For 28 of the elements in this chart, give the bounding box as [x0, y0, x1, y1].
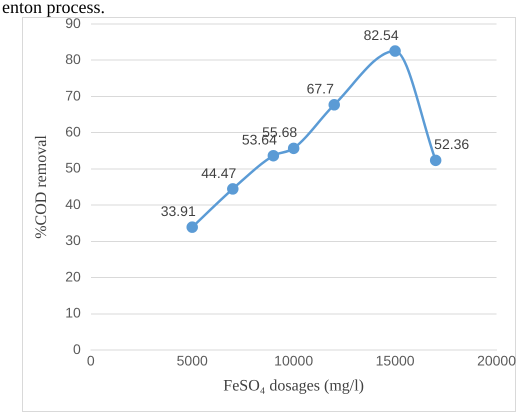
data-label: 67.7: [306, 80, 334, 97]
y-tick-label: 30: [65, 232, 81, 248]
x-tick-label: 5000: [176, 352, 208, 368]
x-axis-title: FeSO₄ dosages (mg/l): [223, 378, 364, 395]
data-label: 82.54: [364, 26, 399, 43]
y-tick-label: 10: [65, 304, 81, 321]
point: [389, 45, 401, 57]
data-label: 33.91: [160, 203, 196, 220]
y-tick-label: 80: [65, 51, 81, 68]
point: [186, 221, 198, 233]
y-tick-label: 20: [65, 268, 81, 284]
y-tick-label: 0: [72, 340, 81, 357]
point: [268, 150, 280, 162]
point: [288, 142, 300, 154]
x-tick-label: 0: [86, 352, 95, 368]
y-tick-label: 50: [65, 160, 81, 176]
y-axis-title: %COD removal: [32, 134, 50, 239]
x-tick-label: 20000: [477, 352, 516, 368]
x-tick-label: 10000: [274, 352, 314, 368]
y-tick-label: 60: [65, 124, 81, 140]
data-label: 52.36: [434, 136, 470, 152]
point: [328, 99, 340, 111]
point: [227, 183, 239, 195]
y-tick-label: 70: [65, 87, 81, 104]
data-label: 44.47: [201, 164, 237, 181]
y-tick-label: 40: [65, 196, 81, 212]
point: [430, 154, 442, 166]
x-tick-label: 15000: [376, 352, 415, 368]
